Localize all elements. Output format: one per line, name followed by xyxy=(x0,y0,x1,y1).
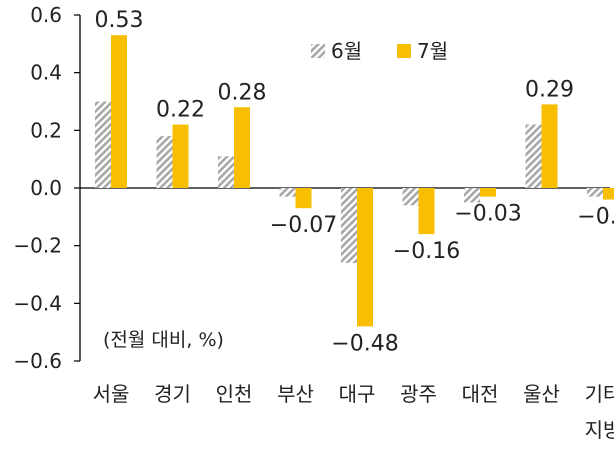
y-tick-label: 0.4 xyxy=(30,61,62,85)
data-label-7월: −0.03 xyxy=(454,202,521,227)
category-label: 경기 xyxy=(154,382,191,406)
y-tick-label: 0.0 xyxy=(30,176,62,200)
y-tick-label: 0.2 xyxy=(30,118,62,142)
y-tick-label: 0.6 xyxy=(30,3,62,27)
bar-6월 xyxy=(525,124,542,188)
bar-7월 xyxy=(234,107,250,188)
category-label: 대전 xyxy=(462,382,499,406)
data-labels: 0.53 0.22 0.28 −0.07 −0.48 −0.16 −0.03 0.29 −0.0… xyxy=(95,8,614,356)
y-tick-label: −0.6 xyxy=(13,349,62,373)
bar-7월 xyxy=(418,188,435,235)
bar-6월 xyxy=(464,188,480,203)
bar-6월 xyxy=(402,188,419,206)
data-label-7월: 0.53 xyxy=(95,8,144,33)
legend: 6월 7월 xyxy=(311,39,448,63)
data-label-7월: −0.07 xyxy=(270,213,337,238)
legend-label-6월: 6월 xyxy=(331,39,362,63)
legend-swatch-6월 xyxy=(311,44,325,58)
category-label: 기타 xyxy=(585,382,614,406)
bar-7월 xyxy=(541,104,558,188)
category-label: 대구 xyxy=(339,382,376,406)
data-label-7월: −0.04 xyxy=(577,205,614,230)
category-label: 울산 xyxy=(523,382,560,406)
data-label-7월: −0.16 xyxy=(393,239,460,264)
bars xyxy=(95,35,614,327)
data-label-7월: 0.28 xyxy=(218,80,267,105)
data-label-7월: 0.22 xyxy=(156,98,205,123)
bar-7월 xyxy=(357,188,373,327)
bar-6월 xyxy=(95,101,111,188)
bar-6월 xyxy=(279,188,296,197)
y-tick-labels: 0.6 0.4 0.2 0.0 −0.2 −0.4 −0.6 xyxy=(13,3,62,373)
bar-6월 xyxy=(218,156,234,188)
bar-7월 xyxy=(480,188,496,197)
y-tick-label: −0.4 xyxy=(13,291,62,315)
bar-7월 xyxy=(172,124,189,188)
bar-6월 xyxy=(341,188,357,263)
unit-annotation: (전월 대비, %) xyxy=(103,329,224,351)
bar-7월 xyxy=(111,35,127,188)
category-label: 광주 xyxy=(400,382,437,406)
category-label: 지방 xyxy=(585,418,614,442)
data-label-7월: −0.48 xyxy=(331,331,398,356)
y-tick-label: −0.2 xyxy=(13,234,62,258)
category-label: 부산 xyxy=(277,382,314,406)
bar-6월 xyxy=(587,188,603,197)
bar-7월 xyxy=(295,188,312,209)
category-label: 인천 xyxy=(216,382,253,406)
legend-swatch-7월 xyxy=(397,44,411,58)
data-label-7월: 0.29 xyxy=(525,77,574,102)
bar-6월 xyxy=(156,136,173,188)
category-label: 서울 xyxy=(93,382,130,406)
bar-7월 xyxy=(603,188,614,200)
legend-label-7월: 7월 xyxy=(417,39,448,63)
